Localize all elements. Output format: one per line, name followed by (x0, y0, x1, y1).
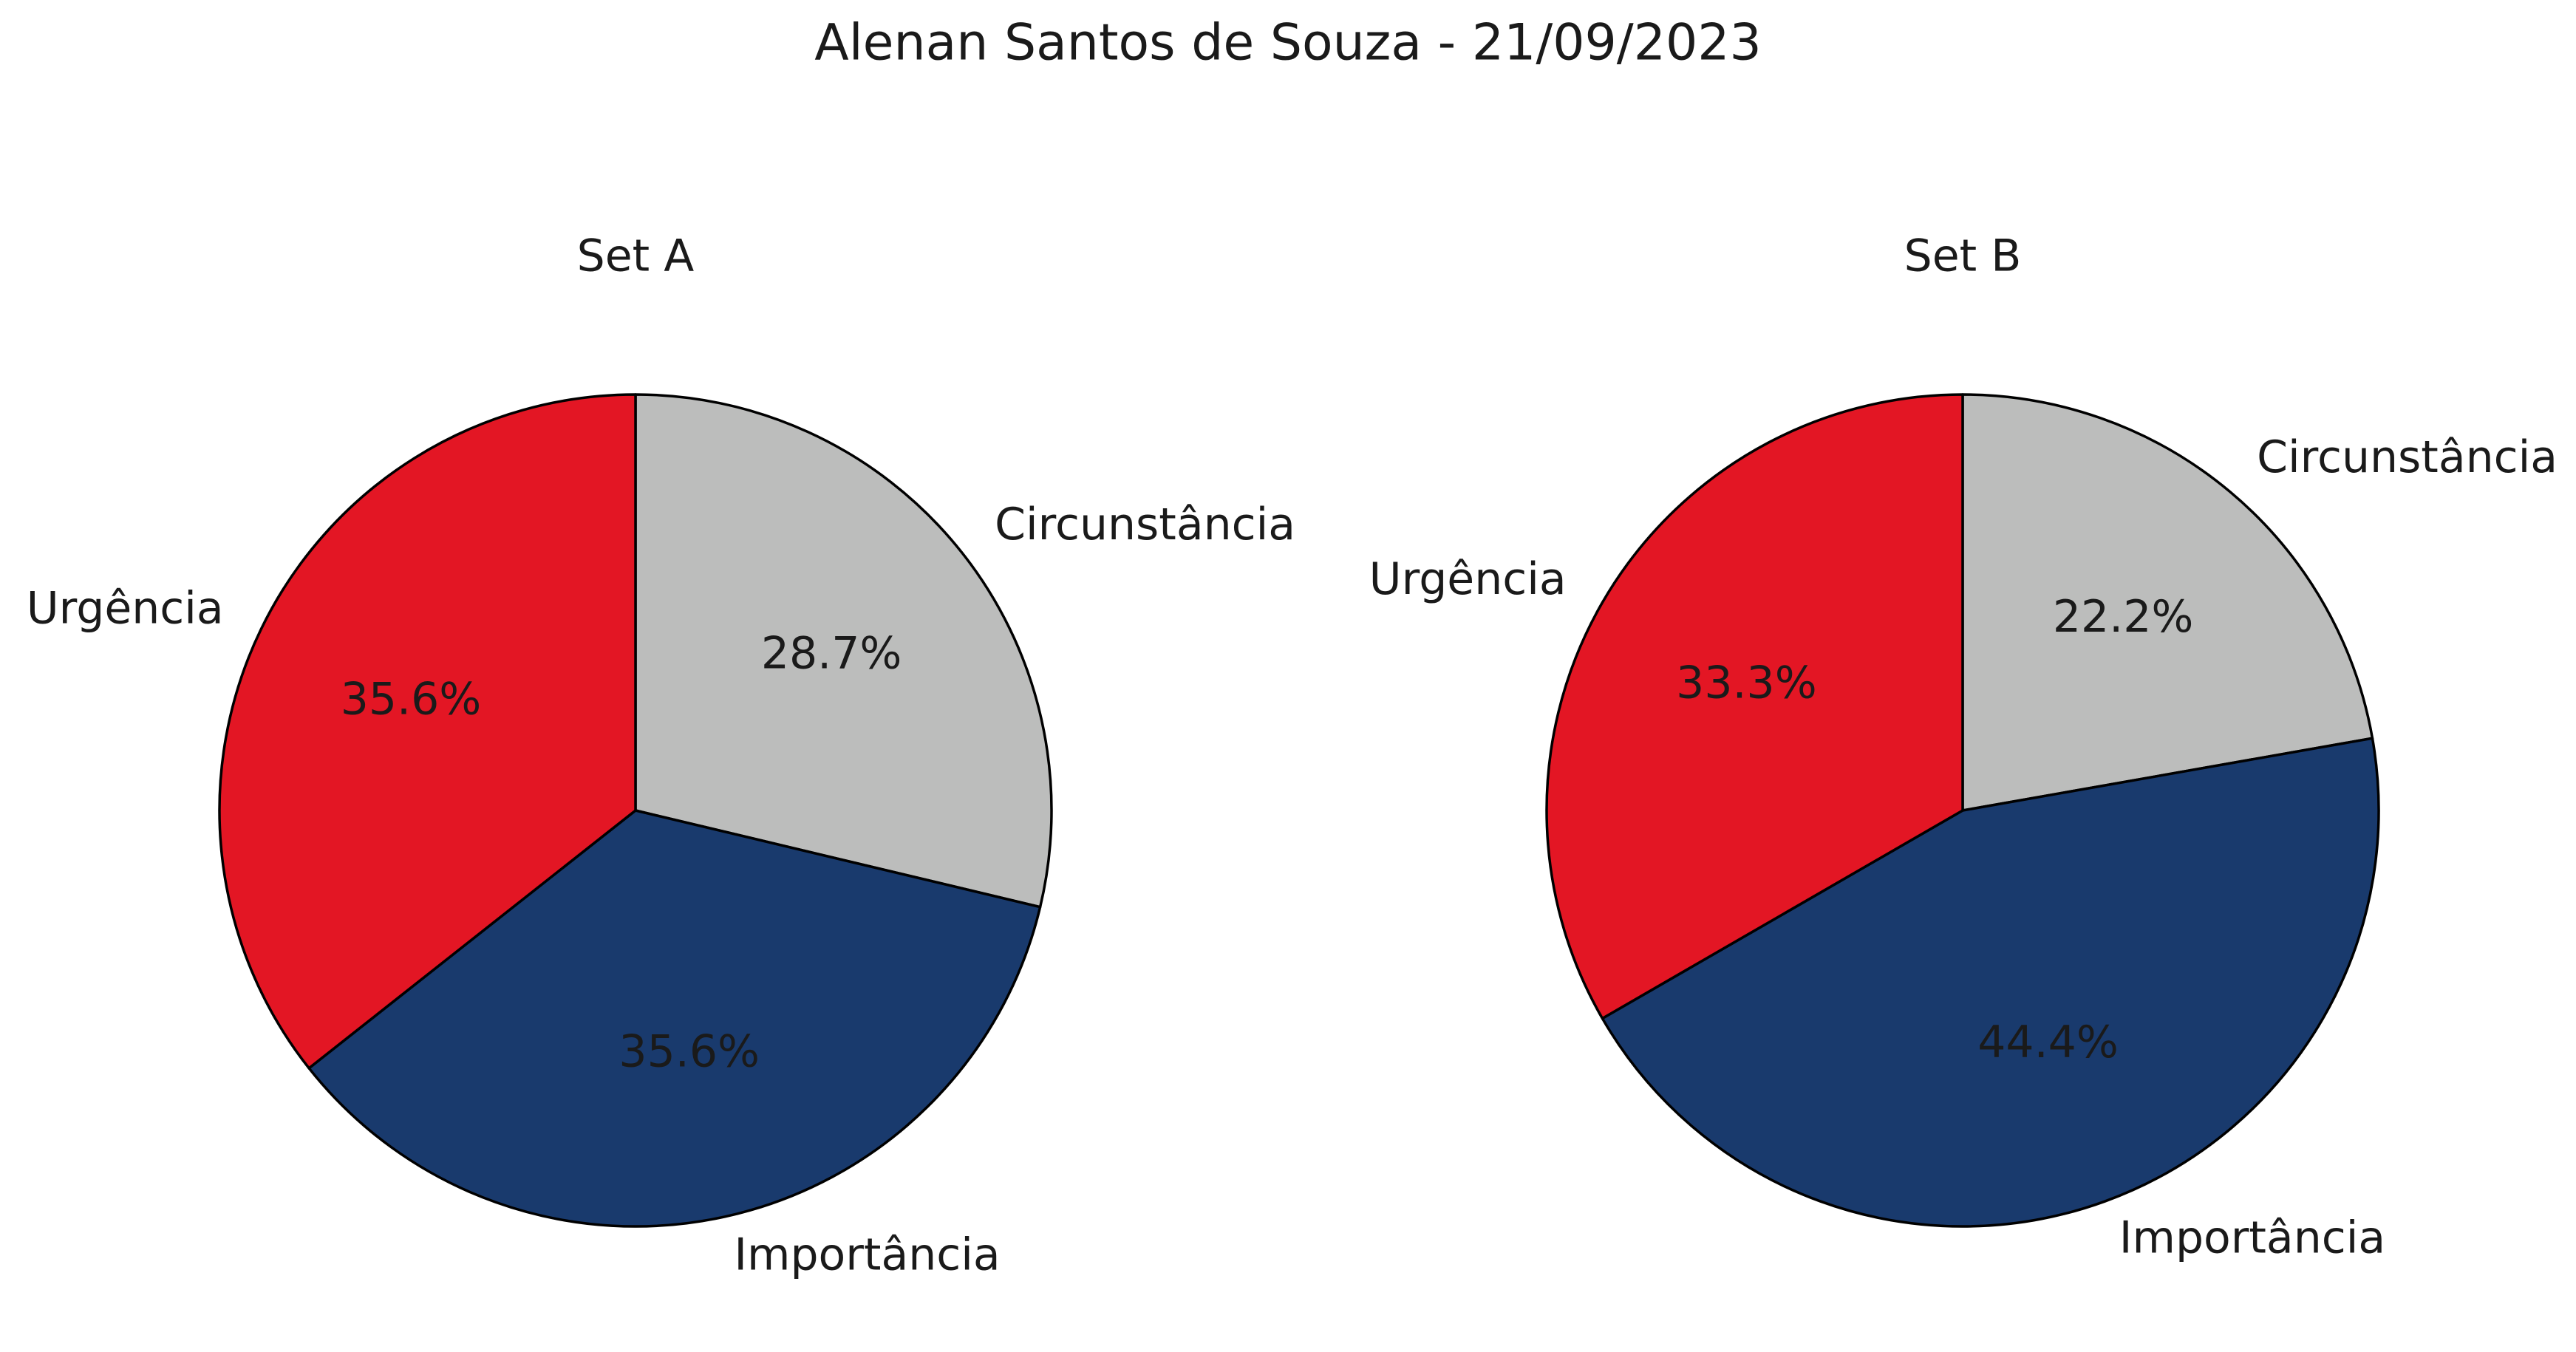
pie-a-pct-label-importancia: 35.6% (619, 1025, 760, 1077)
pie-a-pct-label-circunstancia: 28.7% (761, 627, 902, 679)
pie-b-pct-label-importancia: 44.4% (1977, 1017, 2119, 1068)
pie-b-pct-label-urgencia: 33.3% (1676, 658, 1817, 709)
pie-b-slice-circunstancia (1961, 393, 2374, 812)
pie-a-slice-circunstancia (634, 393, 1053, 909)
pie-chart-set-b: Set B 22.2% Circunstância 44.4% Importância… (1369, 231, 2558, 1264)
pie-a-category-label-circunstancia: Circunstância (995, 499, 1295, 550)
pie-b-pct-label-circunstancia: 22.2% (2053, 591, 2194, 643)
pie-chart-set-a: Set A 28.7% Circunstância 35.6% Importância… (27, 231, 1295, 1281)
pie-a-slice-urgencia (218, 393, 637, 1070)
pie-b-category-label-circunstancia: Circunstância (2257, 431, 2558, 483)
figure-title: Alenan Santos de Souza - 21/09/2023 (814, 14, 1762, 72)
pie-a-title: Set A (577, 231, 695, 282)
pie-b-category-label-importancia: Importância (2119, 1212, 2385, 1264)
pie-b-category-label-urgencia: Urgência (1369, 553, 1567, 605)
pie-b-title: Set B (1904, 231, 2022, 282)
pie-a-slice-importancia (307, 809, 1042, 1228)
pie-b-slice-urgencia (1545, 393, 1964, 1020)
pie-a-category-label-importancia: Importância (734, 1229, 1000, 1280)
pie-a-category-label-urgencia: Urgência (27, 583, 224, 635)
pie-a-pct-label-urgencia: 35.6% (341, 673, 482, 725)
pie-b-slice-importancia (1601, 737, 2380, 1228)
